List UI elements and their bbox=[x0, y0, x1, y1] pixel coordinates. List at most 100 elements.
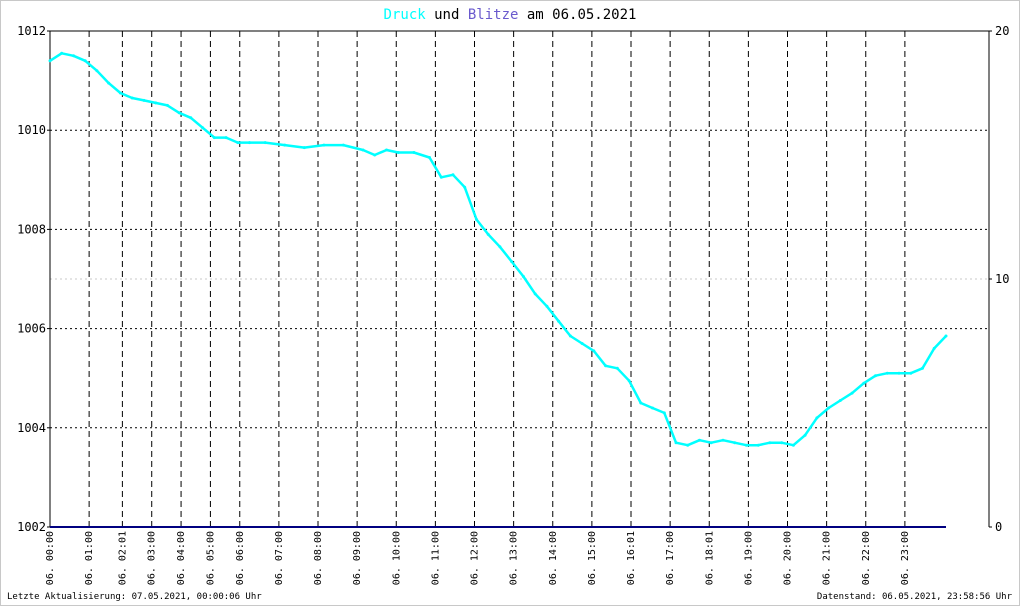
druck-point bbox=[885, 371, 889, 375]
druck-point bbox=[212, 136, 216, 140]
druck-point bbox=[921, 366, 924, 370]
druck-point bbox=[498, 245, 502, 249]
druck-point bbox=[486, 232, 490, 236]
x-tick-label: 06. 12:00 bbox=[470, 531, 481, 585]
x-tick-label: 06. 23:00 bbox=[900, 531, 911, 585]
druck-point bbox=[60, 51, 64, 55]
druck-point bbox=[475, 218, 478, 221]
x-tick-label: 06. 15:00 bbox=[587, 531, 598, 585]
druck-point bbox=[118, 91, 122, 95]
grid bbox=[50, 30, 989, 527]
druck-point bbox=[803, 433, 807, 437]
x-tick-label: 06. 08:00 bbox=[313, 531, 324, 585]
druck-point bbox=[932, 346, 936, 350]
druck-point bbox=[248, 141, 251, 145]
title-date: am 06.05.2021 bbox=[518, 7, 636, 23]
footer-last-update: Letzte Aktualisierung: 07.05.2021, 00:00… bbox=[7, 592, 262, 602]
druck-point bbox=[557, 319, 561, 323]
druck-point bbox=[201, 126, 205, 130]
druck-point bbox=[510, 260, 514, 264]
druck-point bbox=[361, 148, 365, 152]
druck-point bbox=[439, 175, 443, 179]
druck-point bbox=[72, 54, 75, 58]
druck-point bbox=[756, 443, 760, 447]
y-tick-label-right: 20 bbox=[995, 24, 1009, 38]
y-tick-label-left: 1004 bbox=[17, 421, 46, 435]
druck-point bbox=[827, 406, 831, 410]
druck-point bbox=[791, 443, 795, 447]
druck-point bbox=[850, 391, 854, 395]
druck-point bbox=[944, 334, 948, 338]
druck-point bbox=[165, 103, 169, 107]
x-tick-label: 06. 02:01 bbox=[117, 531, 128, 585]
druck-point bbox=[428, 156, 431, 159]
druck-point bbox=[662, 411, 666, 415]
druck-point bbox=[83, 59, 87, 63]
tick-labels: 1002 1004 1006 1008 1010 1012 0 10 20 06. 00:00 06… bbox=[17, 24, 1009, 585]
x-tick-label: 06. 16:01 bbox=[626, 531, 637, 585]
x-tick-label: 06. 14:00 bbox=[548, 531, 559, 585]
x-tick-label: 06. 22:00 bbox=[861, 531, 872, 585]
druck-point bbox=[263, 141, 267, 145]
x-tick-label: 06. 20:00 bbox=[783, 531, 794, 585]
x-tick-label: 06. 01:00 bbox=[84, 531, 95, 585]
title-druck: Druck bbox=[384, 7, 427, 23]
y-tick-label-left: 1006 bbox=[17, 322, 46, 336]
druck-point bbox=[862, 381, 866, 385]
y-tick-label-left: 1002 bbox=[17, 520, 46, 534]
x-tick-label: 06. 06:00 bbox=[235, 531, 246, 585]
x-tick-label: 06. 18:01 bbox=[704, 531, 715, 585]
title-und: und bbox=[426, 7, 468, 23]
druck-point bbox=[615, 366, 619, 370]
druck-point bbox=[283, 143, 287, 147]
druck-point bbox=[768, 441, 772, 445]
y-tick-label-right: 10 bbox=[995, 272, 1009, 286]
druck-point bbox=[592, 349, 596, 353]
x-tick-label: 06. 17:00 bbox=[665, 531, 676, 585]
footer-data-status: Datenstand: 06.05.2021, 23:58:56 Uhr bbox=[816, 592, 1012, 602]
x-tick-label: 06. 21:00 bbox=[822, 531, 833, 585]
chart-title: Druck und Blitze am 06.05.2021 bbox=[384, 7, 637, 23]
druck-point bbox=[733, 441, 737, 445]
druck-point bbox=[373, 153, 377, 157]
x-tick-label: 06. 04:00 bbox=[176, 531, 187, 585]
x-tick-label: 06. 00:00 bbox=[45, 531, 56, 585]
druck-point bbox=[451, 173, 455, 177]
druck-point bbox=[604, 364, 608, 368]
x-tick-label: 06. 09:00 bbox=[352, 531, 363, 585]
y-tick-label-right: 0 bbox=[995, 520, 1002, 534]
x-tick-label: 06. 19:00 bbox=[743, 531, 754, 585]
x-tick-label: 06. 13:00 bbox=[509, 531, 520, 585]
druck-point bbox=[322, 143, 326, 147]
druck-point bbox=[533, 292, 537, 296]
druck-point bbox=[385, 148, 388, 152]
x-tick-label: 06. 03:00 bbox=[147, 531, 158, 585]
y-tick-label-left: 1008 bbox=[17, 222, 46, 236]
druck-point bbox=[568, 334, 572, 338]
druck-point bbox=[107, 81, 111, 85]
druck-point bbox=[302, 146, 306, 150]
druck-point bbox=[48, 59, 52, 63]
druck-point bbox=[545, 304, 549, 308]
druck-point bbox=[396, 151, 400, 154]
druck-point bbox=[674, 441, 678, 445]
druck-point bbox=[651, 406, 654, 410]
druck-point bbox=[709, 441, 713, 445]
druck-point bbox=[909, 371, 913, 375]
druck-point bbox=[95, 69, 99, 73]
druck-point bbox=[698, 438, 701, 442]
druck-point bbox=[189, 116, 193, 120]
series-line-druck bbox=[49, 52, 947, 447]
axes bbox=[47, 30, 992, 528]
druck-point bbox=[627, 379, 631, 383]
druck-point bbox=[177, 111, 181, 115]
druck-point bbox=[224, 136, 228, 140]
druck-point bbox=[780, 441, 784, 445]
druck-point bbox=[463, 185, 467, 189]
druck-point bbox=[874, 374, 877, 378]
druck-point bbox=[721, 438, 725, 442]
series bbox=[48, 51, 948, 528]
druck-point bbox=[838, 399, 842, 402]
y-tick-label-left: 1010 bbox=[17, 123, 46, 137]
